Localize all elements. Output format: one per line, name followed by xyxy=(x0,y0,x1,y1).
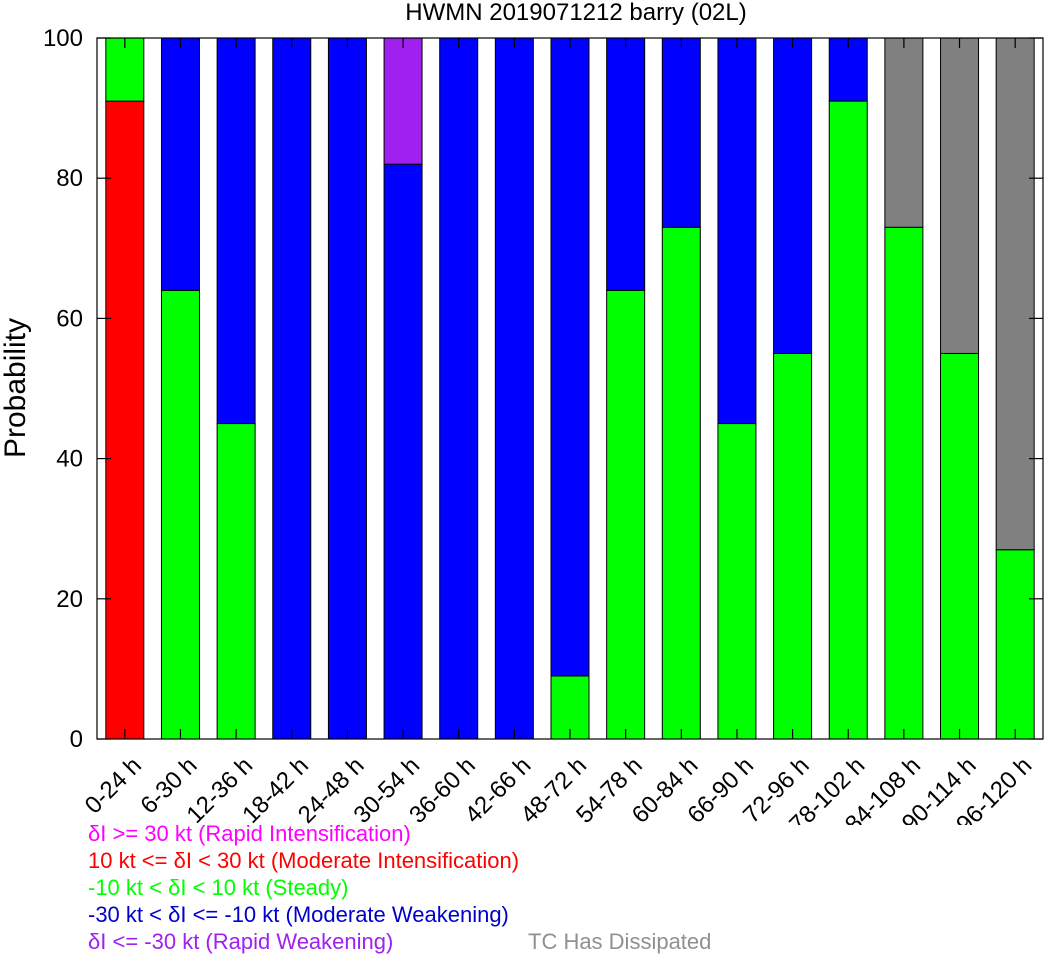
legend-item-moderate-intensification: 10 kt <= δI < 30 kt (Moderate Intensific… xyxy=(88,848,520,873)
legend-item-steady: -10 kt < δI < 10 kt (Steady) xyxy=(88,875,349,900)
y-tick-label-40: 40 xyxy=(56,446,83,473)
bar-segment-0-24-h-series-1 xyxy=(105,100,145,740)
bar-segment-96-120-h-series-2 xyxy=(995,549,1035,740)
y-tick-label-20: 20 xyxy=(56,586,83,613)
bar-segment-84-108-h-series-5 xyxy=(884,37,924,228)
bar-segment-90-114-h-series-5 xyxy=(940,37,980,354)
x-tick-label-0-24-h: 0-24 h xyxy=(80,752,147,819)
bar-segment-72-96-h-series-2 xyxy=(773,352,813,740)
bar-segment-66-90-h-series-2 xyxy=(717,423,757,740)
bar-segment-36-60-h-series-3 xyxy=(439,37,479,740)
y-tick-label-100: 100 xyxy=(43,25,83,52)
y-tick-label-0: 0 xyxy=(70,726,83,753)
bar-segment-78-102-h-series-2 xyxy=(828,100,868,740)
bar-segment-48-72-h-series-3 xyxy=(550,37,590,677)
bar-segment-30-54-h-series-3 xyxy=(383,163,423,740)
legend-item-moderate-weakening: -30 kt < δI <= -10 kt (Moderate Weakenin… xyxy=(88,902,509,927)
bar-segment-42-66-h-series-3 xyxy=(494,37,534,740)
chart-title: HWMN 2019071212 barry (02L) xyxy=(405,0,747,26)
bar-segment-54-78-h-series-2 xyxy=(606,289,646,740)
bar-segment-96-120-h-series-5 xyxy=(995,37,1035,551)
bar-segment-48-72-h-series-2 xyxy=(550,675,590,740)
bar-segment-54-78-h-series-3 xyxy=(606,37,646,291)
legend-item-rapid-weakening: δI <= -30 kt (Rapid Weakening) xyxy=(88,929,394,954)
bar-segment-30-54-h-series-4 xyxy=(383,37,423,165)
bar-segment-84-108-h-series-2 xyxy=(884,226,924,740)
stacked-bar-chart: HWMN 2019071212 barry (02L) Probability … xyxy=(0,0,1044,825)
bar-segment-12-36-h-series-2 xyxy=(216,423,256,740)
legend-item-rapid-intensification: δI >= 30 kt (Rapid Intensification) xyxy=(88,821,411,846)
bar-segment-6-30-h-series-3 xyxy=(160,37,200,291)
bar-segment-90-114-h-series-2 xyxy=(940,352,980,740)
bar-segment-18-42-h-series-3 xyxy=(272,37,312,740)
bar-segment-72-96-h-series-3 xyxy=(773,37,813,354)
y-axis-label: Probability xyxy=(0,318,32,458)
bar-segment-60-84-h-series-3 xyxy=(661,37,701,228)
legend-item-dissipated: TC Has Dissipated xyxy=(528,929,712,954)
bar-segment-6-30-h-series-2 xyxy=(160,289,200,740)
bar-segment-0-24-h-series-2 xyxy=(105,37,145,102)
bar-segment-12-36-h-series-3 xyxy=(216,37,256,425)
bar-segment-24-48-h-series-3 xyxy=(327,37,367,740)
y-tick-label-60: 60 xyxy=(56,305,83,332)
bar-segment-66-90-h-series-3 xyxy=(717,37,757,425)
y-tick-label-80: 80 xyxy=(56,165,83,192)
bars-group xyxy=(105,37,1035,740)
bar-segment-60-84-h-series-2 xyxy=(661,226,701,740)
